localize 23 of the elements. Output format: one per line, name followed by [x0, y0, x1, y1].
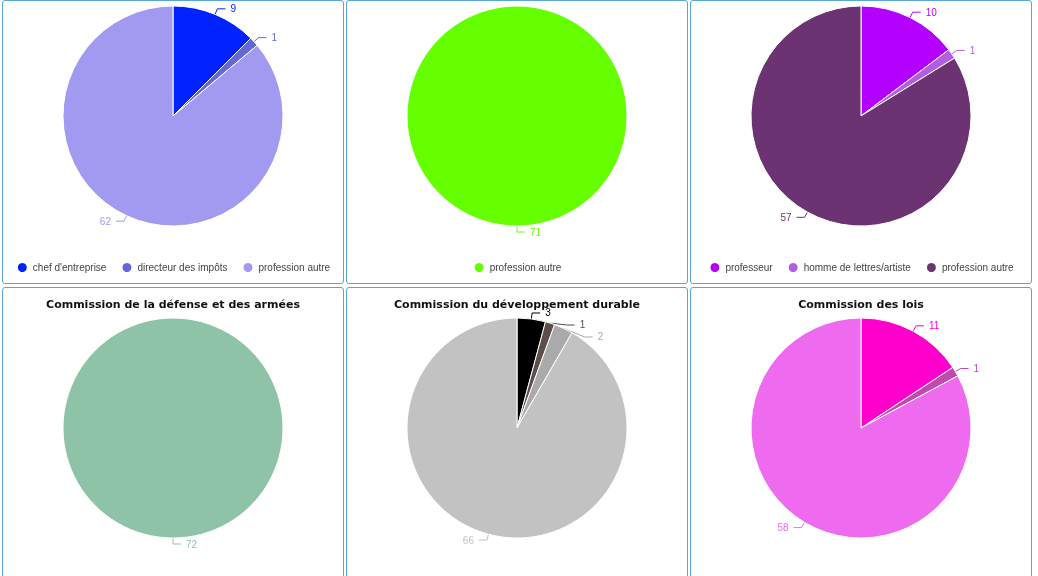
data-label: 9	[230, 3, 237, 15]
data-label: 1	[579, 319, 586, 331]
data-label: 1	[271, 32, 278, 44]
data-label: 71	[530, 226, 542, 238]
data-label: 1	[973, 363, 980, 374]
data-label: 57	[780, 211, 792, 223]
data-label: 10	[925, 6, 938, 18]
chart-title: Commission des lois	[798, 298, 925, 311]
legend-label: profession autre	[258, 262, 331, 273]
legend-label: directeur des impôts	[137, 262, 228, 273]
legend-label: professeur	[725, 262, 774, 273]
legend-label: homme de lettres/artiste	[803, 262, 912, 273]
legend-label: profession autre	[489, 262, 562, 273]
data-label: 11	[928, 320, 940, 332]
data-label: 62	[99, 215, 112, 227]
data-label: 72	[186, 538, 198, 550]
chart-title: Commission de la défense et des armées	[46, 298, 301, 311]
data-label: 58	[777, 522, 789, 534]
legend-label: profession autre	[941, 262, 1015, 273]
data-label: 2	[597, 331, 604, 343]
legend-label: chef d'entreprise	[32, 262, 107, 273]
data-label: 1	[969, 44, 976, 56]
data-label: 66	[462, 534, 475, 546]
